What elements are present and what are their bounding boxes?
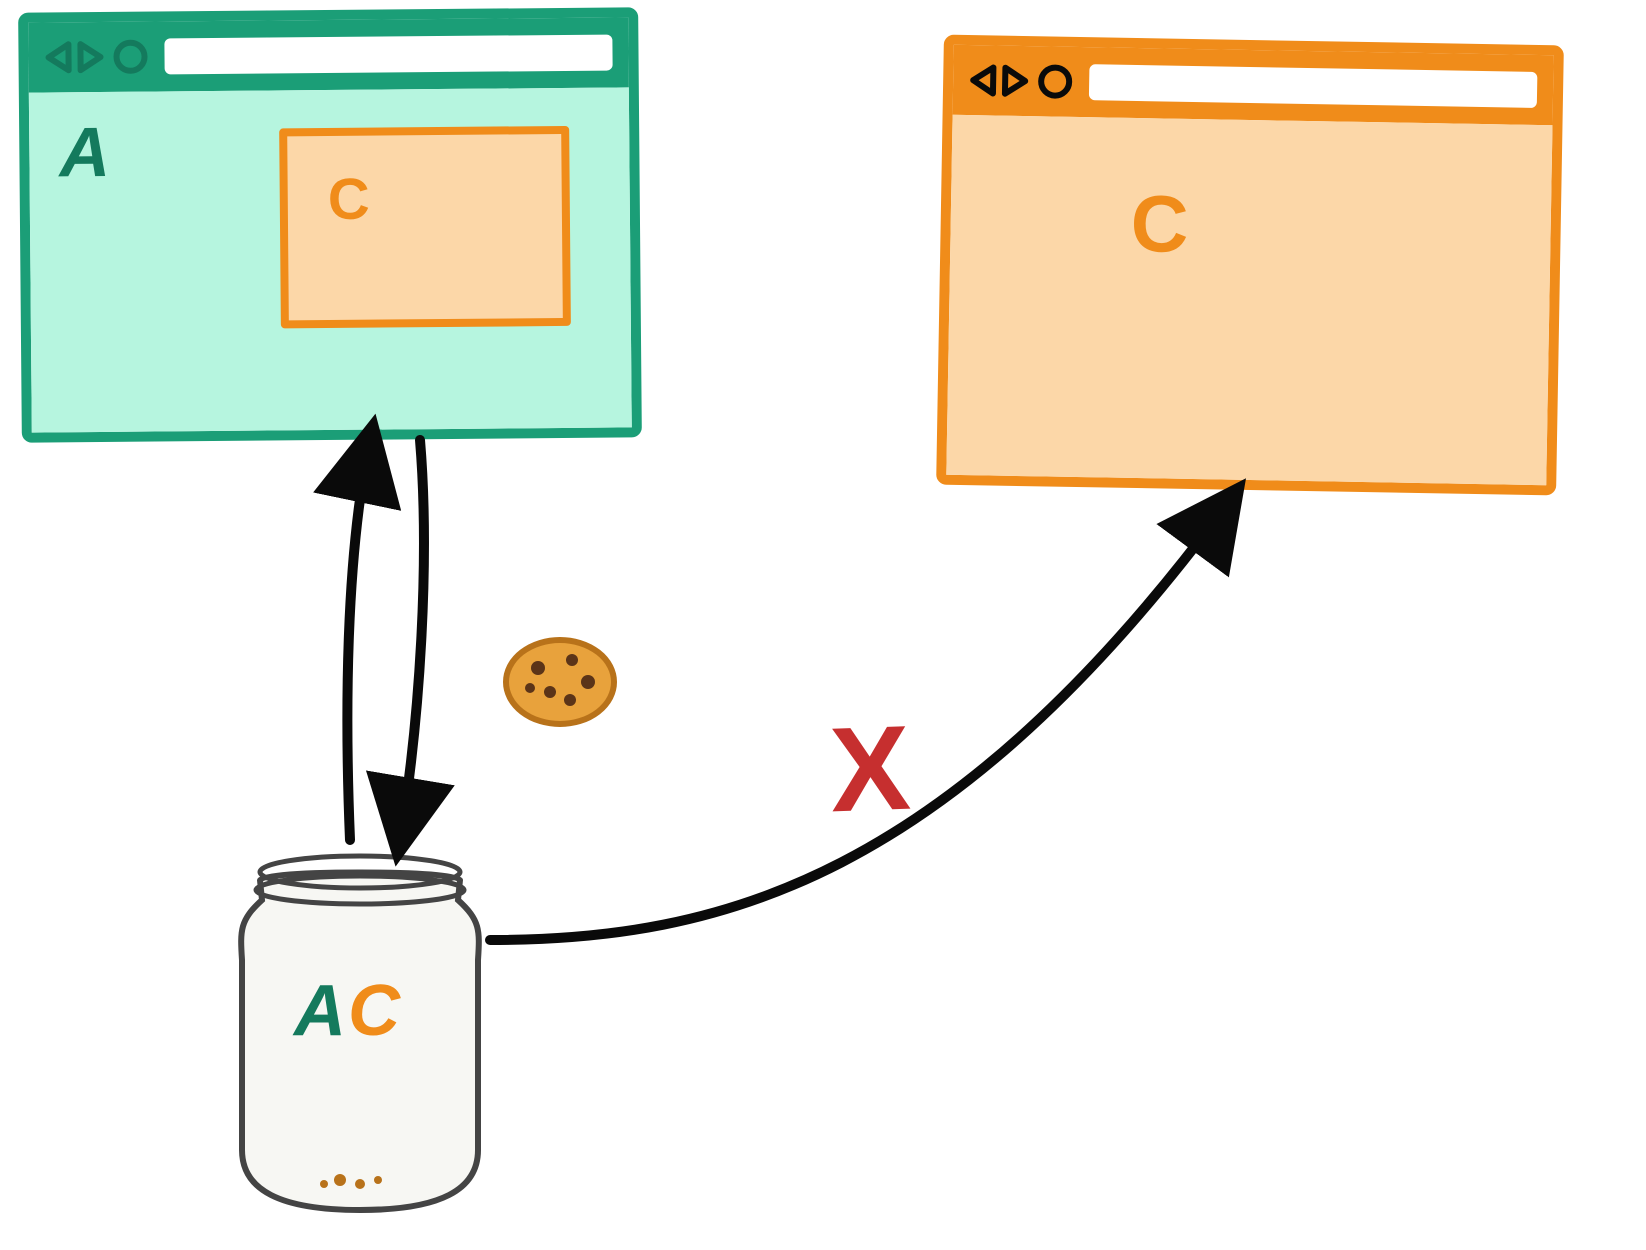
jar-label-c: C xyxy=(348,971,400,1051)
blocked-x-icon: X xyxy=(828,699,913,840)
arrow-iframe-to-jar xyxy=(400,440,424,840)
jar-label-a: A xyxy=(294,971,346,1051)
site-a-label: A xyxy=(59,112,110,192)
nav-back-forward-reload-icons xyxy=(969,61,1080,101)
browser-c-url-bar xyxy=(1089,64,1538,108)
cookie-icon xyxy=(500,630,620,730)
browser-c-nav-buttons xyxy=(969,61,1080,101)
jar-label: AC xyxy=(294,970,400,1052)
browser-a-viewport: A C xyxy=(29,87,632,432)
browser-a-toolbar xyxy=(28,17,629,92)
site-c-label: C xyxy=(1130,178,1189,271)
browser-c-viewport: C xyxy=(946,115,1552,485)
arrow-jar-to-iframe xyxy=(347,440,370,840)
nav-back-forward-reload-icons xyxy=(44,38,154,77)
cookie-jar: AC xyxy=(220,840,500,1220)
browser-window-c: C xyxy=(936,35,1564,496)
embedded-iframe-c: C xyxy=(279,126,571,329)
browser-a-nav-buttons xyxy=(44,38,154,77)
iframe-c-label: C xyxy=(327,166,369,233)
browser-window-a: A C xyxy=(18,7,642,442)
diagram-stage: A C C xyxy=(0,0,1646,1250)
browser-c-toolbar xyxy=(953,45,1554,125)
browser-a-url-bar xyxy=(164,35,612,75)
